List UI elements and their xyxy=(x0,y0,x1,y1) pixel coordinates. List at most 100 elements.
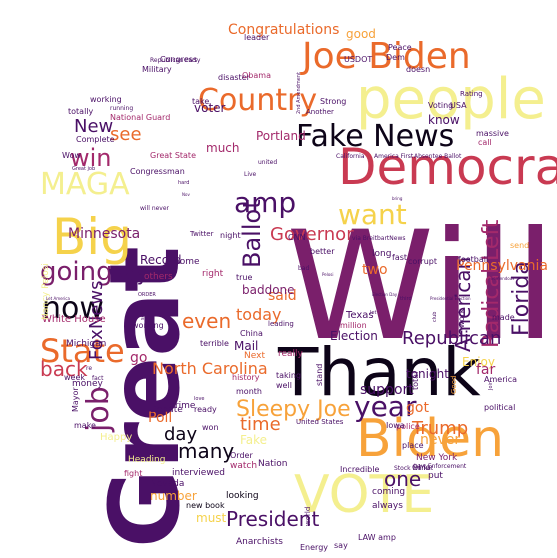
word-good: good xyxy=(346,27,376,41)
word-cnn: CNN xyxy=(288,233,306,242)
word-via-breitbartnews: via BreitbartNews xyxy=(352,235,405,242)
word-radical-left: Radical Left xyxy=(479,219,504,348)
word-cloud-words: Will Great Thank Democrat people Biden Joe Bid… xyxy=(40,22,557,552)
word-great: Great xyxy=(89,246,201,548)
word-make: make xyxy=(74,421,96,430)
word-running: running xyxy=(110,105,133,112)
word-fast: fast xyxy=(392,253,407,262)
word-michigan: Michigan xyxy=(66,339,106,349)
word-pelosi: Pelosi xyxy=(322,272,333,277)
word-law-amp: LAW amp xyxy=(358,533,396,542)
word-good: Good xyxy=(450,376,458,394)
word-today: today xyxy=(236,305,282,324)
word-2nd-amendment: 2nd Amendment xyxy=(296,72,302,114)
word-even: even xyxy=(182,309,231,333)
word-always: always xyxy=(372,501,403,511)
word-incredible: Incredible xyxy=(340,465,379,474)
word-bring: bring xyxy=(392,196,403,201)
word-happy: Happy xyxy=(100,432,132,443)
word-tonight: tonight xyxy=(406,367,449,381)
word-history: history xyxy=(232,373,260,382)
word-rating: Rating xyxy=(460,90,483,98)
word-number: number xyxy=(150,489,197,503)
word-strong: Strong xyxy=(320,97,346,106)
word-never: never xyxy=(420,432,460,448)
word-new: New xyxy=(74,116,113,137)
word-fact: fact xyxy=(92,375,104,382)
word-soon: soon xyxy=(140,308,146,320)
word-put: put xyxy=(428,471,443,481)
word-year: year xyxy=(354,390,417,423)
word-dem: Dem xyxy=(386,53,405,62)
word-others: others xyxy=(144,272,173,282)
word-let-america: Let America xyxy=(46,296,71,301)
word-doesn: doesn xyxy=(406,65,430,74)
word-great-job: Great job xyxy=(72,166,95,172)
word-country: Country xyxy=(198,83,317,118)
word-must: must xyxy=(196,511,227,525)
word-home: home xyxy=(174,257,200,267)
word-hard: hard xyxy=(178,180,189,186)
word-stand: stand xyxy=(315,364,324,386)
word-two: two xyxy=(362,262,388,278)
word-now: now xyxy=(42,291,104,326)
word-know: know xyxy=(428,113,460,127)
word-mayor: Mayor xyxy=(71,387,80,412)
word-nancy-pelosi: Nancy Pelosi xyxy=(41,263,51,320)
word-better: better xyxy=(310,247,335,256)
word-made: made xyxy=(492,313,515,322)
word-poll: Poll xyxy=(148,410,172,426)
word-way: way xyxy=(108,261,149,285)
word-million: million xyxy=(340,321,367,330)
word-police: police xyxy=(396,422,420,431)
word-baddone: baddone xyxy=(242,283,295,297)
word-will: Will xyxy=(286,200,556,374)
word-watch: watch xyxy=(230,461,257,471)
word-total: total xyxy=(411,372,420,390)
word-presidential-election: Presidential Election xyxy=(430,296,471,301)
word-military: Military xyxy=(142,65,172,74)
word-massive: massive xyxy=(476,129,509,138)
word-america-first: America First xyxy=(374,153,414,160)
word-really: really xyxy=(278,349,304,359)
word-go: go xyxy=(130,350,147,366)
word-american: American xyxy=(451,257,475,352)
word-people: people xyxy=(356,67,546,132)
word-one: one xyxy=(384,467,421,491)
word-trump: Trump xyxy=(411,418,468,439)
word-maga: MAGA xyxy=(40,167,130,202)
word-nov: Nov xyxy=(182,192,190,197)
word-see: see xyxy=(110,124,142,145)
word-united: united xyxy=(258,159,277,166)
word-united-states: United States xyxy=(296,418,344,426)
word-order: Order xyxy=(230,451,253,460)
word-well: well xyxy=(276,381,292,390)
word-let: let xyxy=(370,310,376,316)
word-heading: Heading xyxy=(128,455,165,465)
word-big: Big xyxy=(52,208,132,266)
word-right: right xyxy=(202,269,224,279)
word-job: job xyxy=(81,386,116,433)
word-disaster: disaster xyxy=(218,73,251,82)
word-portland: Portland xyxy=(256,129,306,143)
word-tremendous: Tremendous xyxy=(489,276,514,281)
word-energy: Energy xyxy=(300,543,328,552)
word-thank: Thank xyxy=(277,334,481,411)
word-nation: Nation xyxy=(258,459,288,469)
word-month: month xyxy=(236,387,262,396)
word-debate: Debate xyxy=(150,405,183,415)
word-crime: crime xyxy=(170,401,196,411)
word-call: call xyxy=(478,138,492,147)
word-week: week xyxy=(64,373,85,382)
word-obama: Obama xyxy=(242,71,271,80)
word-day: day xyxy=(164,424,197,445)
word-night: night xyxy=(220,231,241,240)
word-fight: fight xyxy=(124,469,142,478)
word-political: political xyxy=(484,403,515,412)
word-take: take xyxy=(192,97,209,106)
word-new-book: new book xyxy=(186,501,225,510)
word-state: State xyxy=(40,332,125,370)
word-pennsylvania: Pennsylvania xyxy=(456,258,548,274)
word-texas: Texas xyxy=(345,310,374,321)
